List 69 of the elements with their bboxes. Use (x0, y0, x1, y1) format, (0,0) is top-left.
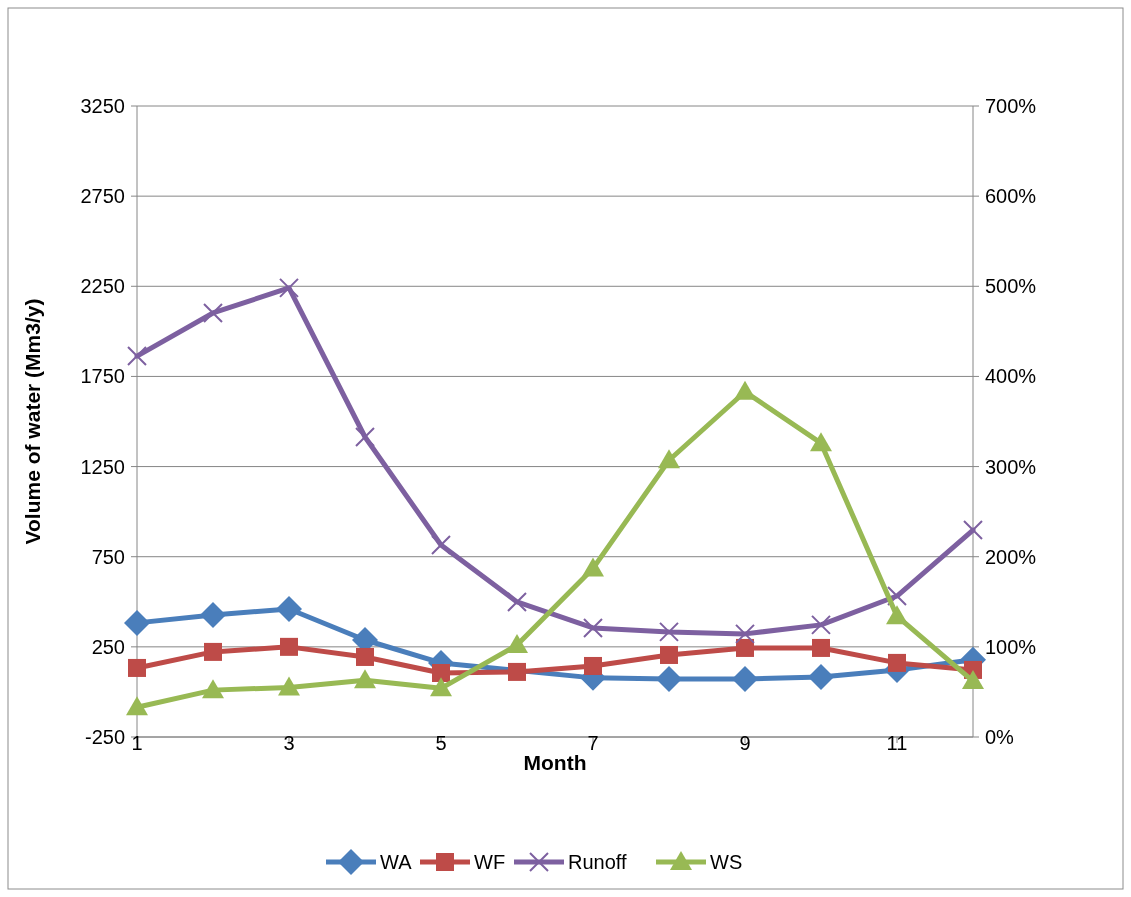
point (811, 614, 831, 635)
legend-label: Runoff (568, 851, 628, 873)
y-tick-label: 1750 (80, 365, 125, 388)
point (507, 591, 527, 612)
point (279, 277, 299, 298)
y-tick-label: 250 (91, 635, 125, 658)
y2-tick-label: 100% (985, 635, 1037, 658)
x-tick-label: 9 (739, 732, 751, 754)
point (278, 676, 300, 696)
point (203, 302, 223, 323)
point (200, 601, 226, 628)
point (656, 665, 682, 692)
point (735, 623, 755, 644)
y-tick-label: 1250 (80, 455, 125, 478)
point (127, 346, 147, 367)
legend-label: WS (710, 851, 743, 873)
y-tick-label: 2750 (80, 185, 125, 208)
y2-tick-label: 0% (985, 726, 1015, 748)
point (276, 596, 302, 622)
point (812, 638, 830, 657)
point (506, 634, 528, 654)
y-tick-label: 750 (91, 545, 125, 568)
point (582, 557, 604, 577)
point (660, 645, 678, 664)
point (808, 663, 834, 690)
x-axis-title: Month (523, 751, 587, 774)
x-tick-label: 1 (131, 732, 143, 754)
legend-label: WA (380, 851, 413, 873)
point (732, 665, 758, 692)
point (355, 427, 375, 447)
point (124, 609, 150, 636)
x-tick-label: 7 (587, 732, 599, 754)
point (204, 642, 222, 661)
point (354, 669, 376, 689)
y2-tick-label: 700% (985, 95, 1037, 117)
point (810, 432, 832, 452)
point (432, 664, 450, 682)
x-tick-label: 3 (283, 732, 295, 754)
point (128, 658, 146, 677)
point (659, 621, 679, 642)
y2-tick-label: 300% (985, 455, 1037, 478)
y2-tick-label: 200% (985, 545, 1037, 568)
point (280, 637, 298, 656)
point (963, 520, 983, 541)
x-tick-label: 11 (886, 732, 908, 754)
point (356, 647, 374, 666)
y-axis-title: Volume of water (Mm3/y) (21, 298, 44, 545)
point (126, 696, 148, 716)
point (583, 617, 603, 638)
point (508, 662, 526, 681)
point (202, 679, 224, 699)
point (962, 670, 984, 690)
y-tick-label: 2250 (80, 275, 125, 298)
y-tick-label: -250 (84, 726, 125, 748)
point (431, 535, 451, 555)
legend-label: WF (474, 851, 506, 873)
y2-tick-label: 600% (985, 185, 1037, 208)
point (734, 380, 756, 400)
point (887, 586, 907, 607)
point (888, 653, 906, 672)
point (430, 677, 452, 697)
x-tick-label: 5 (435, 732, 447, 754)
y2-tick-label: 400% (985, 365, 1037, 388)
point (584, 656, 602, 675)
point (658, 449, 680, 469)
y2-tick-label: 500% (985, 275, 1037, 298)
y-tick-label: 3250 (80, 95, 125, 117)
point (886, 605, 908, 625)
point (736, 638, 754, 657)
